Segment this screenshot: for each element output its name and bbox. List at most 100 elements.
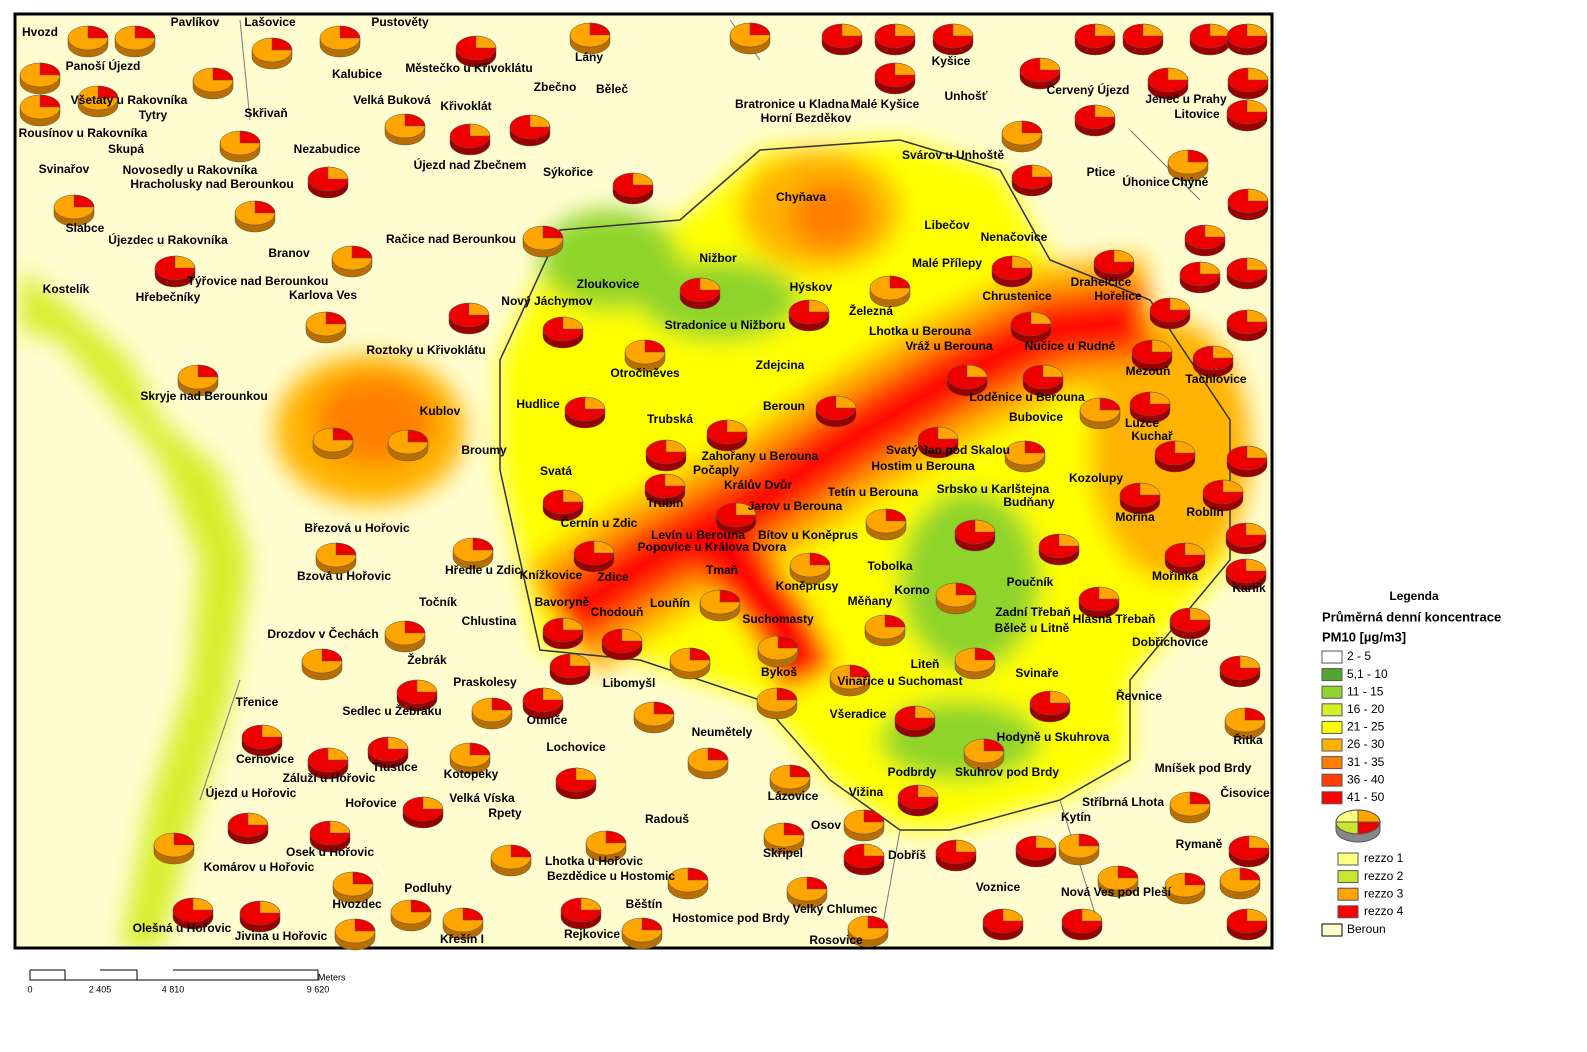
pie-wedge bbox=[726, 419, 748, 433]
place-label: Unhošť bbox=[944, 89, 987, 103]
pie-wedge bbox=[1246, 257, 1268, 271]
place-label: Suchomasty bbox=[742, 612, 814, 626]
place-label: Újezd nad Zbečnem bbox=[414, 157, 527, 172]
place-label: Poučník bbox=[1007, 575, 1054, 589]
pie-wedge bbox=[325, 311, 347, 325]
place-label: Skuhrov pod Brdy bbox=[955, 765, 1059, 779]
place-label: Červený Újezd bbox=[1047, 82, 1130, 97]
pie-wedge bbox=[335, 542, 357, 556]
place-label: Všetaty u Rakovníka bbox=[71, 93, 188, 107]
place-label: Budňany bbox=[1003, 495, 1055, 509]
place-label: Kotopeky bbox=[444, 767, 499, 781]
place-label: Drozdov v Čechách bbox=[267, 626, 378, 641]
legend-label: 41 - 50 bbox=[1347, 790, 1385, 804]
place-label: Libečov bbox=[924, 218, 970, 232]
place-label: Černín u Zdic bbox=[561, 515, 638, 530]
place-label: Běštín bbox=[626, 897, 663, 911]
pie-wedge bbox=[1247, 67, 1269, 81]
pie-wedge bbox=[407, 429, 429, 443]
place-label: Žebrák bbox=[407, 652, 447, 667]
pie-wedge bbox=[589, 22, 611, 36]
place-label: Pavlíkov bbox=[171, 15, 220, 29]
scale-line bbox=[29, 969, 319, 981]
place-label: Lány bbox=[575, 50, 603, 64]
pie-wedge bbox=[562, 316, 584, 330]
pie-wedge bbox=[192, 897, 214, 911]
pie-wedge bbox=[332, 427, 354, 441]
pie-wedge bbox=[468, 302, 490, 316]
pie-wedge bbox=[776, 687, 798, 701]
place-label: Králův Dvůr bbox=[724, 478, 792, 492]
pie-wedge bbox=[422, 796, 444, 810]
place-label: Svinaře bbox=[1015, 666, 1059, 680]
place-label: Liteň bbox=[911, 657, 940, 671]
place-label: Běleč u Litně bbox=[995, 621, 1070, 635]
pie-wedge bbox=[809, 552, 831, 566]
legend-swatch bbox=[1321, 703, 1343, 717]
place-label: Skřipel bbox=[763, 846, 803, 860]
pie-wedge bbox=[1098, 586, 1120, 600]
place-label: Karlík bbox=[1232, 581, 1266, 595]
place-label: Hředle u Zdic bbox=[445, 563, 521, 577]
pie-wedge bbox=[1094, 104, 1116, 118]
scale-label: 9 620 bbox=[307, 984, 330, 994]
source-pies bbox=[19, 22, 1270, 951]
pie-wedge bbox=[1246, 445, 1268, 459]
pie-wedge bbox=[472, 537, 494, 551]
place-label: Třenice bbox=[236, 695, 279, 709]
place-label: Novosedly u Rakovníka bbox=[123, 163, 258, 177]
place-label: Hostomice pod Brdy bbox=[672, 911, 790, 925]
pie-wedge bbox=[352, 871, 374, 885]
pie-wedge bbox=[1031, 164, 1053, 178]
place-label: Sýkořice bbox=[543, 165, 593, 179]
pie-wedge bbox=[329, 820, 351, 834]
pie-wedge bbox=[1024, 440, 1046, 454]
legend-label: 36 - 40 bbox=[1347, 772, 1385, 786]
place-label: Chlustina bbox=[462, 614, 517, 628]
place-label: Nižbor bbox=[699, 251, 737, 265]
place-label: Úhonice bbox=[1122, 174, 1170, 189]
place-label: Hlásná Třebaň bbox=[1073, 612, 1156, 626]
pie-wedge bbox=[410, 899, 432, 913]
pie-wedge bbox=[1212, 345, 1234, 359]
legend-swatch bbox=[1337, 905, 1359, 919]
pie-wedge bbox=[562, 617, 584, 631]
place-label: Horní Bezděkov bbox=[761, 111, 852, 125]
place-label: Tobolka bbox=[867, 559, 912, 573]
place-label: Litovice bbox=[1174, 107, 1220, 121]
legend-label: 5,1 - 10 bbox=[1347, 667, 1388, 681]
place-label: Tetín u Berouna bbox=[828, 485, 919, 499]
place-label: Zbečno bbox=[534, 80, 577, 94]
pie-wedge bbox=[469, 742, 491, 756]
pie-wedge bbox=[1199, 261, 1221, 275]
scale-bar: 0 2 405 4 810 9 620 Meters bbox=[27, 969, 346, 994]
pie-wedge bbox=[1094, 23, 1116, 37]
place-label: Koněprusy bbox=[776, 579, 839, 593]
pie-wedge bbox=[789, 764, 811, 778]
pie-wedge bbox=[247, 812, 269, 826]
legend-swatch bbox=[1337, 870, 1359, 884]
pie-wedge bbox=[562, 489, 584, 503]
place-label: Roztoky u Křivoklátu bbox=[366, 343, 485, 357]
place-label: Komárov u Hořovic bbox=[204, 860, 315, 874]
place-label: Jeneč u Prahy bbox=[1145, 92, 1227, 106]
pie-wedge bbox=[1246, 23, 1268, 37]
legend-swatch bbox=[1321, 650, 1343, 664]
place-label: Běleč bbox=[596, 82, 628, 96]
pie-wedge bbox=[73, 194, 95, 208]
pie-wedge bbox=[1149, 391, 1171, 405]
place-label: Otmíče bbox=[527, 713, 568, 727]
place-label: Stříbrná Lhota bbox=[1082, 795, 1164, 809]
place-label: Dobřichovice bbox=[1132, 635, 1208, 649]
pie-wedge bbox=[1151, 339, 1173, 353]
place-label: Velká Buková bbox=[353, 93, 431, 107]
place-label: Mořina bbox=[1115, 510, 1155, 524]
pie-wedge bbox=[1248, 835, 1270, 849]
place-label: Otročiněves bbox=[610, 366, 680, 380]
pie-wedge bbox=[1021, 120, 1043, 134]
pie-wedge bbox=[689, 647, 711, 661]
pie-wedge bbox=[39, 94, 61, 108]
pie-wedge bbox=[605, 830, 627, 844]
pie-wedge bbox=[863, 809, 885, 823]
place-label: Chyňava bbox=[776, 190, 826, 204]
